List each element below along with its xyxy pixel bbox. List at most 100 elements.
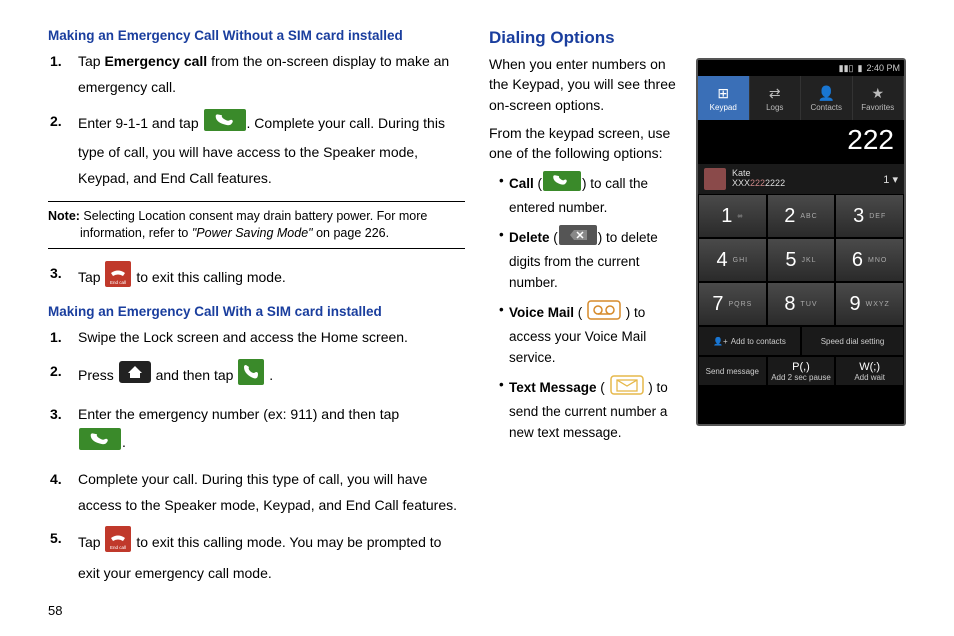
bold: Delete [509, 230, 550, 245]
key-1[interactable]: 1∞ [698, 194, 767, 238]
key-2[interactable]: 2ABC [767, 194, 836, 238]
tab-keypad[interactable]: ⊞Keypad [698, 76, 750, 120]
add-pause[interactable]: P(,)Add 2 sec pause [767, 356, 836, 386]
speed-dial-setting[interactable]: Speed dial setting [801, 326, 904, 356]
battery-icon: ▮ [858, 63, 863, 74]
status-bar: ▮▮▯ ▮ 2:40 PM [698, 60, 904, 76]
num-match: 222 [750, 178, 765, 188]
paragraph: When you enter numbers on the Keypad, yo… [489, 54, 687, 115]
note-text: Selecting Location consent may drain bat… [80, 209, 427, 223]
heading-dialing-options: Dialing Options [489, 28, 906, 48]
tab-label: Logs [766, 103, 783, 112]
text: Complete your call. During this type of … [78, 471, 457, 513]
note-italic: "Power Saving Mode" [192, 226, 313, 240]
match-count: 1 ▾ [883, 173, 898, 186]
label: Add 2 sec pause [771, 373, 831, 382]
signal-icon: ▮▮▯ [839, 63, 854, 74]
text: . [122, 434, 126, 450]
bullet-voicemail: Voice Mail ( ) to access your Voice Mail… [499, 300, 687, 369]
key-7[interactable]: 7PQRS [698, 282, 767, 326]
page-number: 58 [48, 603, 62, 618]
text: ( [574, 305, 586, 320]
text: ( [597, 380, 609, 395]
key-5[interactable]: 5JKL [767, 238, 836, 282]
text: and then tap [152, 367, 238, 383]
star-icon: ★ [871, 85, 884, 102]
bold: Call [509, 177, 534, 192]
note-box: Note: Selecting Location consent may dra… [48, 201, 465, 249]
phone-screenshot: ▮▮▯ ▮ 2:40 PM ⊞Keypad ⇄Logs 👤Contacts ★F… [696, 58, 906, 426]
svg-text:End call: End call [110, 545, 126, 550]
label: Speed dial setting [821, 337, 885, 346]
note-text: information, refer to [80, 226, 192, 240]
tab-logs[interactable]: ⇄Logs [750, 76, 802, 120]
call-icon [543, 171, 581, 198]
key-9[interactable]: 9WXYZ [835, 282, 904, 326]
keypad: 1∞ 2ABC 3DEF 4GHI 5JKL 6MNO 7PQRS 8TUV 9… [698, 194, 904, 326]
bold-text: Emergency call [104, 53, 207, 69]
text: Enter 9-1-1 and tap [78, 115, 203, 131]
step-1b: 1.Swipe the Lock screen and access the H… [78, 325, 465, 351]
label: Add wait [854, 373, 885, 382]
num-post: 2222 [765, 178, 785, 188]
tab-favorites[interactable]: ★Favorites [853, 76, 905, 120]
add-contact-icon: 👤+ [713, 337, 728, 346]
text: ( [550, 230, 558, 245]
text: Tap [78, 53, 104, 69]
bullet-text-message: Text Message ( ) to send the current num… [499, 375, 687, 444]
svg-text:End call: End call [110, 280, 126, 285]
text: Swipe the Lock screen and access the Hom… [78, 329, 408, 345]
bold: Text Message [509, 380, 597, 395]
end-call-icon: End call [105, 526, 131, 561]
avatar [704, 168, 726, 190]
phone-app-icon [238, 359, 264, 394]
call-icon [204, 109, 246, 140]
step-2b: 2. Press and then tap . [78, 359, 465, 394]
step-4b: 4.Complete your call. During this type o… [78, 467, 465, 519]
tab-label: Contacts [810, 103, 842, 112]
add-wait[interactable]: W(;)Add wait [835, 356, 904, 386]
delete-icon [559, 225, 597, 252]
text: ( [534, 177, 542, 192]
paragraph: From the keypad screen, use one of the f… [489, 123, 687, 164]
note-text: on page 226. [313, 226, 389, 240]
big-label: W(;) [859, 361, 880, 373]
text: . [265, 367, 273, 383]
tab-label: Favorites [861, 103, 894, 112]
num-pre: XXX [732, 178, 750, 188]
add-to-contacts[interactable]: 👤+Add to contacts [698, 326, 801, 356]
status-time: 2:40 PM [866, 63, 900, 73]
step-2: 2. Enter 9-1-1 and tap . Complete your c… [78, 109, 465, 192]
contacts-icon: 👤 [818, 85, 835, 102]
send-message[interactable]: Send message [698, 356, 767, 386]
tab-label: Keypad [710, 103, 737, 112]
number-display: 222 [698, 120, 904, 164]
text: Press [78, 367, 118, 383]
key-4[interactable]: 4GHI [698, 238, 767, 282]
contact-suggestion[interactable]: Kate XXX2222222 1 ▾ [698, 164, 904, 194]
home-icon [119, 361, 151, 392]
step-5b: 5. Tap End call to exit this calling mod… [78, 526, 465, 587]
tab-bar: ⊞Keypad ⇄Logs 👤Contacts ★Favorites [698, 76, 904, 120]
big-label: P(,) [792, 361, 810, 373]
subheading-emergency-no-sim: Making an Emergency Call Without a SIM c… [48, 28, 465, 43]
bullet-call: Call () to call the entered number. [499, 171, 687, 219]
step-3b: 3. Enter the emergency number (ex: 911) … [78, 402, 465, 459]
bullet-delete: Delete () to delete digits from the curr… [499, 225, 687, 294]
note-label: Note: [48, 209, 80, 223]
text: to exit this calling mode. [132, 269, 285, 285]
step-1: 1. Tap Emergency call from the on-screen… [78, 49, 465, 101]
voicemail-icon [587, 300, 621, 327]
subheading-emergency-with-sim: Making an Emergency Call With a SIM card… [48, 304, 465, 319]
key-3[interactable]: 3DEF [835, 194, 904, 238]
key-6[interactable]: 6MNO [835, 238, 904, 282]
end-call-icon: End call [105, 261, 131, 296]
key-8[interactable]: 8TUV [767, 282, 836, 326]
tab-contacts[interactable]: 👤Contacts [801, 76, 853, 120]
label: Add to contacts [731, 337, 786, 346]
message-icon [610, 375, 644, 402]
text: to exit this calling mode. You may be pr… [78, 535, 441, 582]
step-3: 3. Tap End call to exit this calling mod… [78, 261, 465, 296]
text: Enter the emergency number (ex: 911) and… [78, 406, 399, 422]
text: Tap [78, 535, 104, 551]
